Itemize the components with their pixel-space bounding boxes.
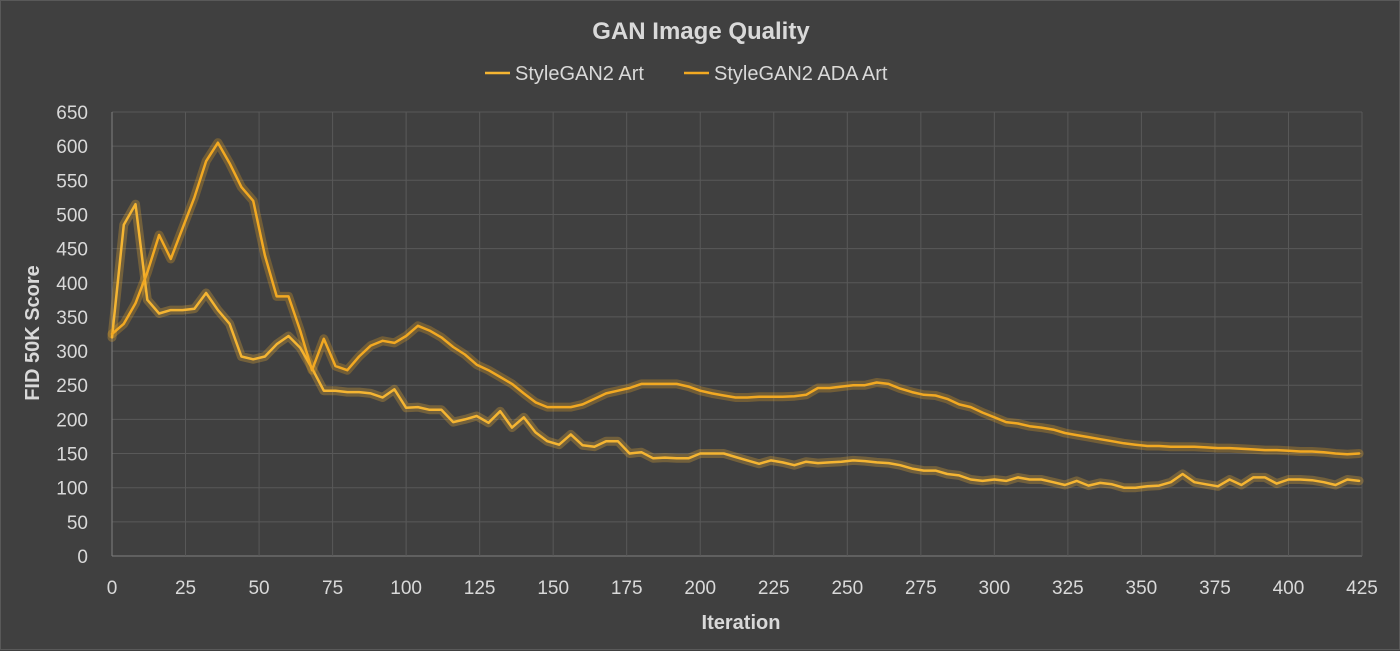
y-tick-label: 250 <box>56 376 88 397</box>
x-tick-label: 300 <box>979 578 1011 599</box>
y-axis-ticks: 0 50 100 150 200 250 300 350 400 450 500 550 600 650 <box>56 103 88 568</box>
x-axis-title: Iteration <box>702 612 781 634</box>
y-tick-label: 300 <box>56 342 88 363</box>
y-tick-label: 600 <box>56 137 88 158</box>
gridlines <box>111 111 1363 557</box>
x-tick-label: 350 <box>1126 578 1158 599</box>
x-tick-label: 325 <box>1052 578 1084 599</box>
y-tick-label: 150 <box>56 445 88 466</box>
y-tick-label: 550 <box>56 171 88 192</box>
x-tick-label: 375 <box>1199 578 1231 599</box>
x-tick-label: 50 <box>248 578 269 599</box>
series-layer <box>107 138 1364 493</box>
y-tick-label: 100 <box>56 479 88 500</box>
y-tick-label: 400 <box>56 274 88 295</box>
y-tick-label: 350 <box>56 308 88 329</box>
y-tick-label: 650 <box>56 103 88 124</box>
legend-item-styleGAN2-ada-art: StyleGAN2 ADA Art <box>684 63 888 85</box>
x-tick-label: 425 <box>1346 578 1378 599</box>
x-axis-ticks: 0 25 50 75 100 125 150 175 200 225 250 275 300 325 350… <box>107 578 1378 599</box>
chart-title: GAN Image Quality <box>592 18 810 45</box>
series-line-styleGAN2-art <box>110 202 1361 489</box>
x-tick-label: 250 <box>831 578 863 599</box>
y-tick-label: 200 <box>56 410 88 431</box>
series-glow-styleGAN2-ada-art <box>107 138 1364 459</box>
x-tick-label: 25 <box>175 578 196 599</box>
legend: StyleGAN2 Art StyleGAN2 ADA Art <box>485 63 888 85</box>
y-tick-label: 0 <box>77 547 88 568</box>
x-tick-label: 125 <box>464 578 496 599</box>
x-tick-label: 75 <box>322 578 343 599</box>
y-tick-label: 450 <box>56 240 88 261</box>
x-tick-label: 200 <box>684 578 716 599</box>
x-tick-label: 275 <box>905 578 937 599</box>
legend-label-styleGAN2-ada-art: StyleGAN2 ADA Art <box>714 63 888 85</box>
x-tick-label: 0 <box>107 578 118 599</box>
y-tick-label: 50 <box>67 513 88 534</box>
x-tick-label: 175 <box>611 578 643 599</box>
x-tick-label: 400 <box>1273 578 1305 599</box>
legend-label-styleGAN2-art: StyleGAN2 Art <box>515 63 644 85</box>
x-tick-label: 150 <box>537 578 569 599</box>
legend-item-styleGAN2-art: StyleGAN2 Art <box>485 63 644 85</box>
y-axis-title: FID 50K Score <box>22 265 44 401</box>
y-tick-label: 500 <box>56 205 88 226</box>
x-tick-label: 225 <box>758 578 790 599</box>
x-tick-label: 100 <box>390 578 422 599</box>
series-line-styleGAN2-ada-art <box>110 141 1361 456</box>
